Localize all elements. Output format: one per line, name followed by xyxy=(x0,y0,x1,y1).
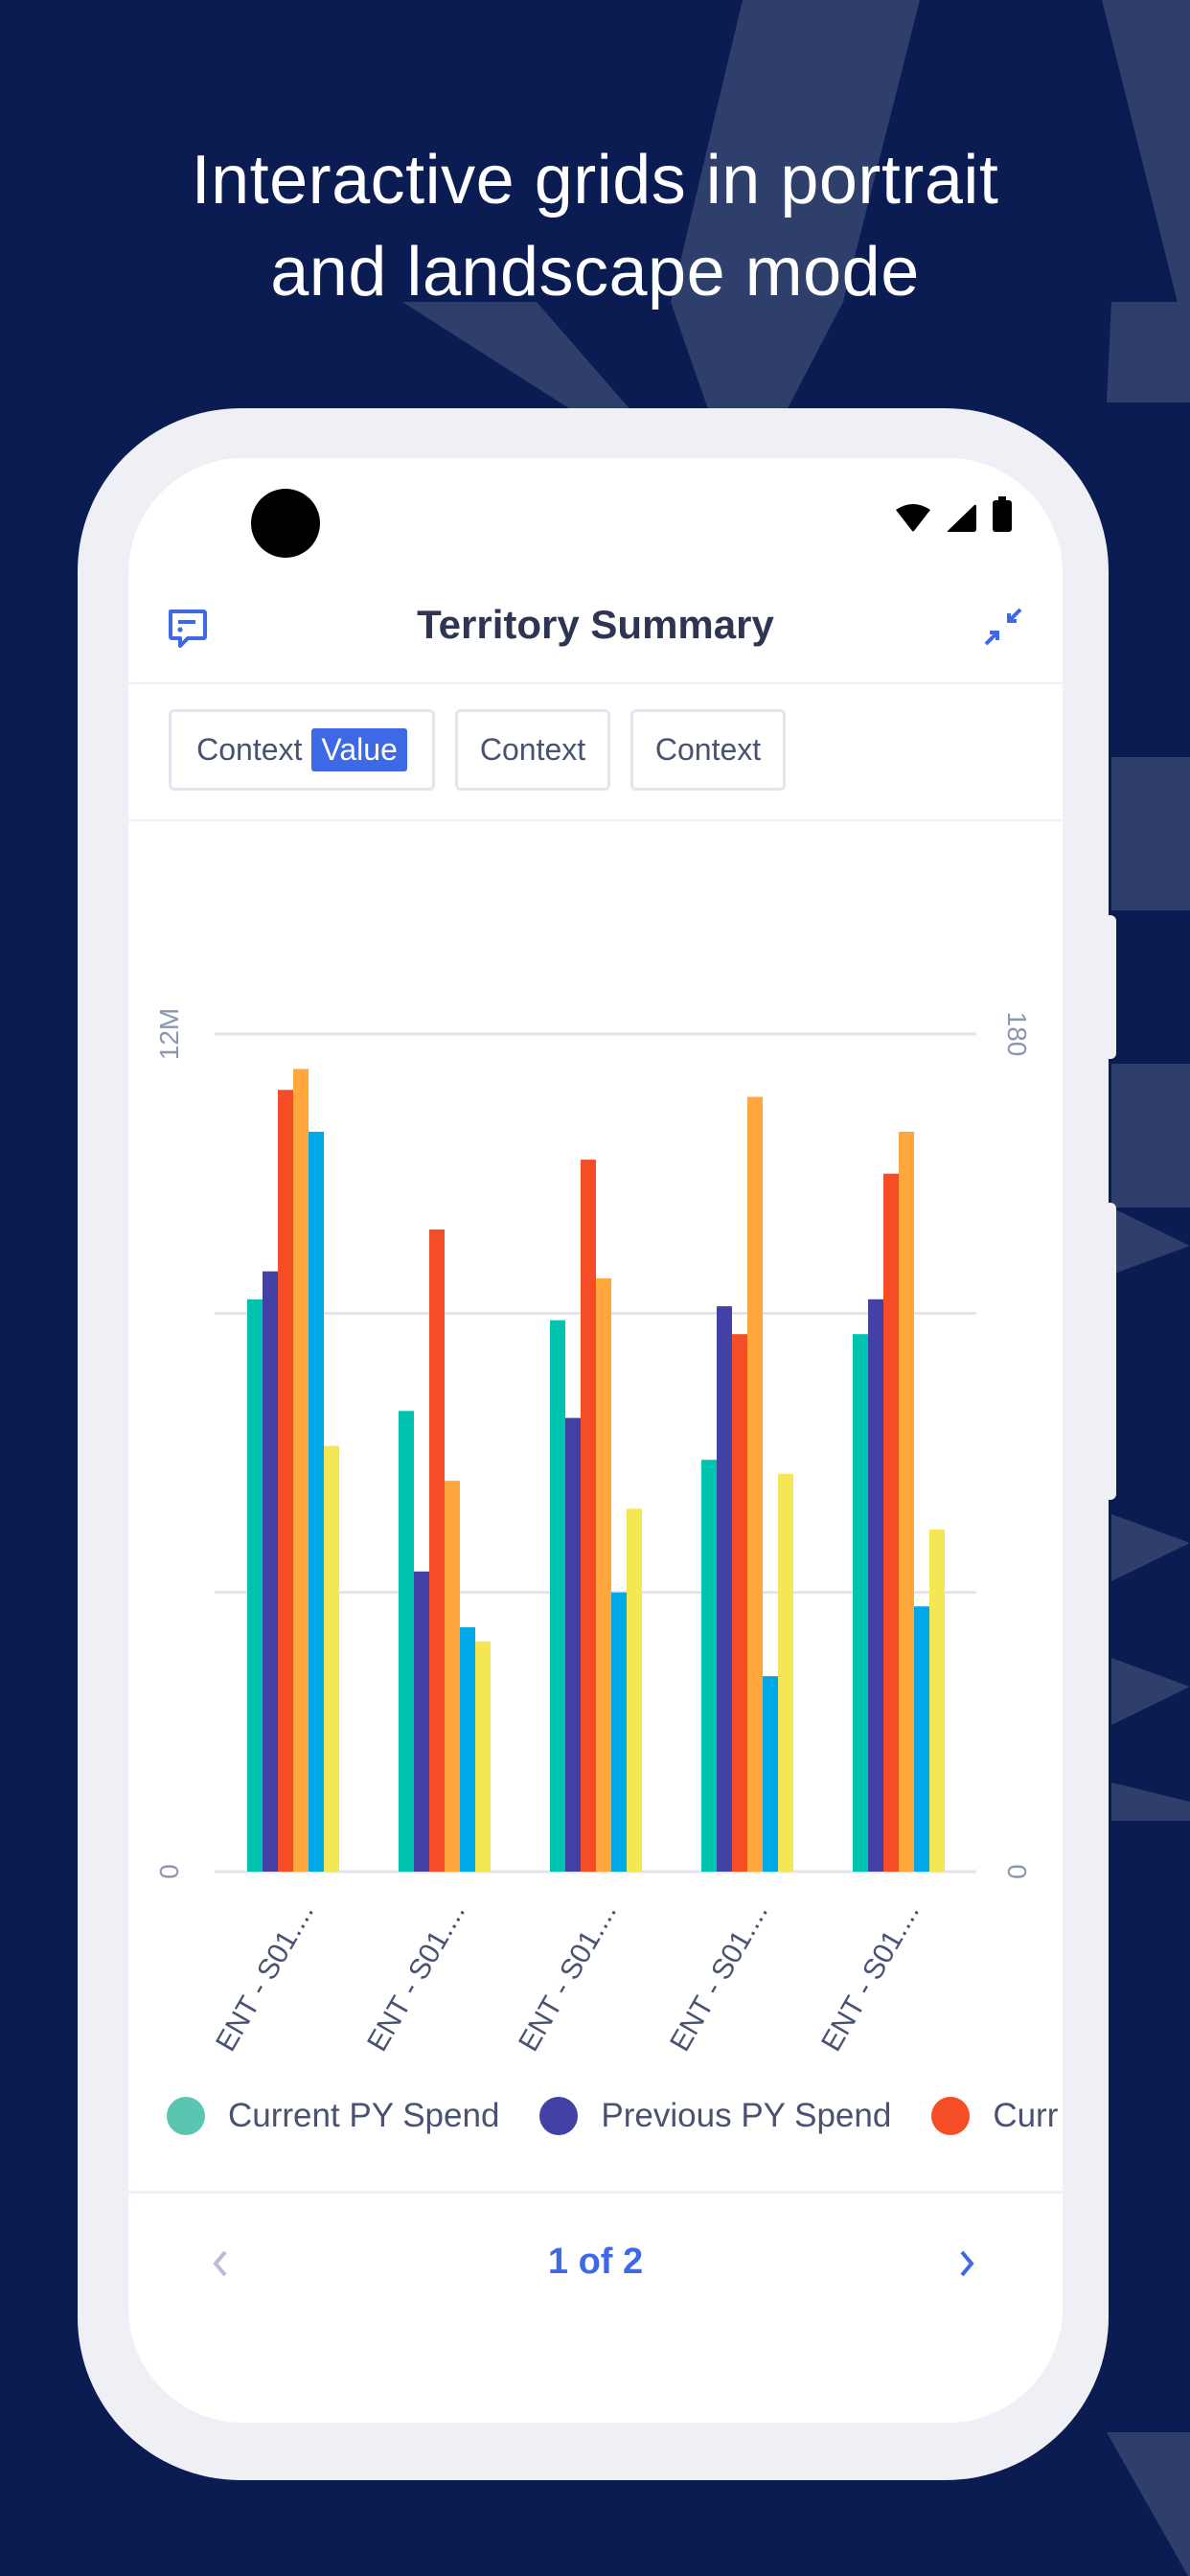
page-title: Territory Summary xyxy=(417,602,774,647)
bar[interactable] xyxy=(429,1229,445,1872)
x-axis-label: ENT - S01.... xyxy=(513,1898,623,2057)
legend-item-current[interactable]: Curr xyxy=(931,2097,1058,2135)
bar-chart[interactable]: 12M 0 180 0 ENT - S01.... ENT - S01.... ENT - … xyxy=(128,458,1063,2087)
headline: Interactive grids in portrait and landsc… xyxy=(0,134,1190,318)
chip-label: Context xyxy=(196,732,303,767)
bar[interactable] xyxy=(475,1641,491,1872)
y2-axis-max-label: 180 xyxy=(1002,1012,1032,1057)
bar[interactable] xyxy=(309,1131,324,1872)
pagination: 1 of 2 xyxy=(128,2191,1063,2315)
x-axis-label: ENT - S01.... xyxy=(664,1898,774,2057)
phone-volume-button xyxy=(1107,1203,1116,1500)
comment-icon[interactable] xyxy=(165,606,211,652)
bar[interactable] xyxy=(701,1460,717,1872)
chip-value-badge: Value xyxy=(311,728,407,771)
bar[interactable] xyxy=(883,1173,899,1872)
legend-dot xyxy=(539,2097,579,2135)
bar[interactable] xyxy=(399,1411,414,1872)
x-axis-label: ENT - S01.... xyxy=(815,1898,926,2057)
bar[interactable] xyxy=(278,1090,293,1872)
wifi-icon xyxy=(896,504,930,532)
headline-line-2: and landscape mode xyxy=(270,234,920,310)
bar[interactable] xyxy=(550,1320,565,1872)
bar[interactable] xyxy=(263,1271,278,1872)
phone-screen: Territory Summary Context Value Context … xyxy=(128,458,1063,2423)
chip-label: Context xyxy=(654,732,762,767)
context-chip-3[interactable]: Context xyxy=(630,709,786,791)
bar[interactable] xyxy=(914,1606,929,1872)
bar[interactable] xyxy=(868,1299,883,1872)
chevron-left-icon[interactable] xyxy=(211,2249,230,2278)
bar[interactable] xyxy=(627,1508,642,1872)
chip-label: Context xyxy=(479,732,586,767)
bar[interactable] xyxy=(732,1334,747,1872)
bar[interactable] xyxy=(414,1571,429,1872)
headline-line-1: Interactive grids in portrait xyxy=(191,142,999,218)
bar[interactable] xyxy=(293,1069,309,1872)
legend-label: Current PY Spend xyxy=(228,2097,500,2134)
app-header: Territory Summary xyxy=(128,573,1063,684)
bar[interactable] xyxy=(899,1131,914,1872)
bar[interactable] xyxy=(778,1473,793,1872)
legend-item-current-py-spend[interactable]: Current PY Spend xyxy=(167,2097,499,2135)
context-chips: Context Value Context Context xyxy=(128,684,1063,821)
bar[interactable] xyxy=(853,1334,868,1872)
bar[interactable] xyxy=(747,1096,763,1872)
bar[interactable] xyxy=(596,1277,611,1872)
status-bar xyxy=(894,496,1013,533)
legend-item-previous-py-spend[interactable]: Previous PY Spend xyxy=(539,2097,891,2135)
chevron-right-icon[interactable] xyxy=(957,2249,976,2278)
context-chip-2[interactable]: Context xyxy=(455,709,610,791)
bar[interactable] xyxy=(460,1627,475,1872)
x-axis-label: ENT - S01.... xyxy=(361,1898,471,2057)
chart-legend: Current PY Spend Previous PY Spend Curr xyxy=(167,2097,1063,2135)
y-axis-min-label: 0 xyxy=(154,1864,184,1879)
cell-signal-icon xyxy=(947,504,976,532)
camera-cutout xyxy=(251,489,320,558)
bar[interactable] xyxy=(445,1481,460,1872)
y-axis-max-label: 12M xyxy=(154,1008,184,1060)
bar[interactable] xyxy=(581,1160,596,1872)
page-indicator: 1 of 2 xyxy=(547,2242,644,2282)
bar[interactable] xyxy=(929,1530,945,1872)
battery-icon xyxy=(993,496,1012,532)
bar[interactable] xyxy=(324,1445,339,1872)
collapse-icon[interactable] xyxy=(980,604,1026,650)
phone-side-button xyxy=(1107,915,1116,1059)
context-chip-1[interactable]: Context Value xyxy=(169,709,435,791)
legend-label: Curr xyxy=(993,2097,1059,2134)
bar[interactable] xyxy=(763,1676,778,1872)
bar[interactable] xyxy=(717,1306,732,1872)
legend-dot xyxy=(931,2097,971,2135)
legend-label: Previous PY Spend xyxy=(601,2097,892,2134)
legend-dot xyxy=(167,2097,205,2135)
x-axis-label: ENT - S01.... xyxy=(210,1898,320,2057)
bar[interactable] xyxy=(247,1299,263,1872)
bar[interactable] xyxy=(611,1592,627,1872)
bar[interactable] xyxy=(565,1417,581,1872)
y2-axis-min-label: 0 xyxy=(1002,1864,1032,1879)
